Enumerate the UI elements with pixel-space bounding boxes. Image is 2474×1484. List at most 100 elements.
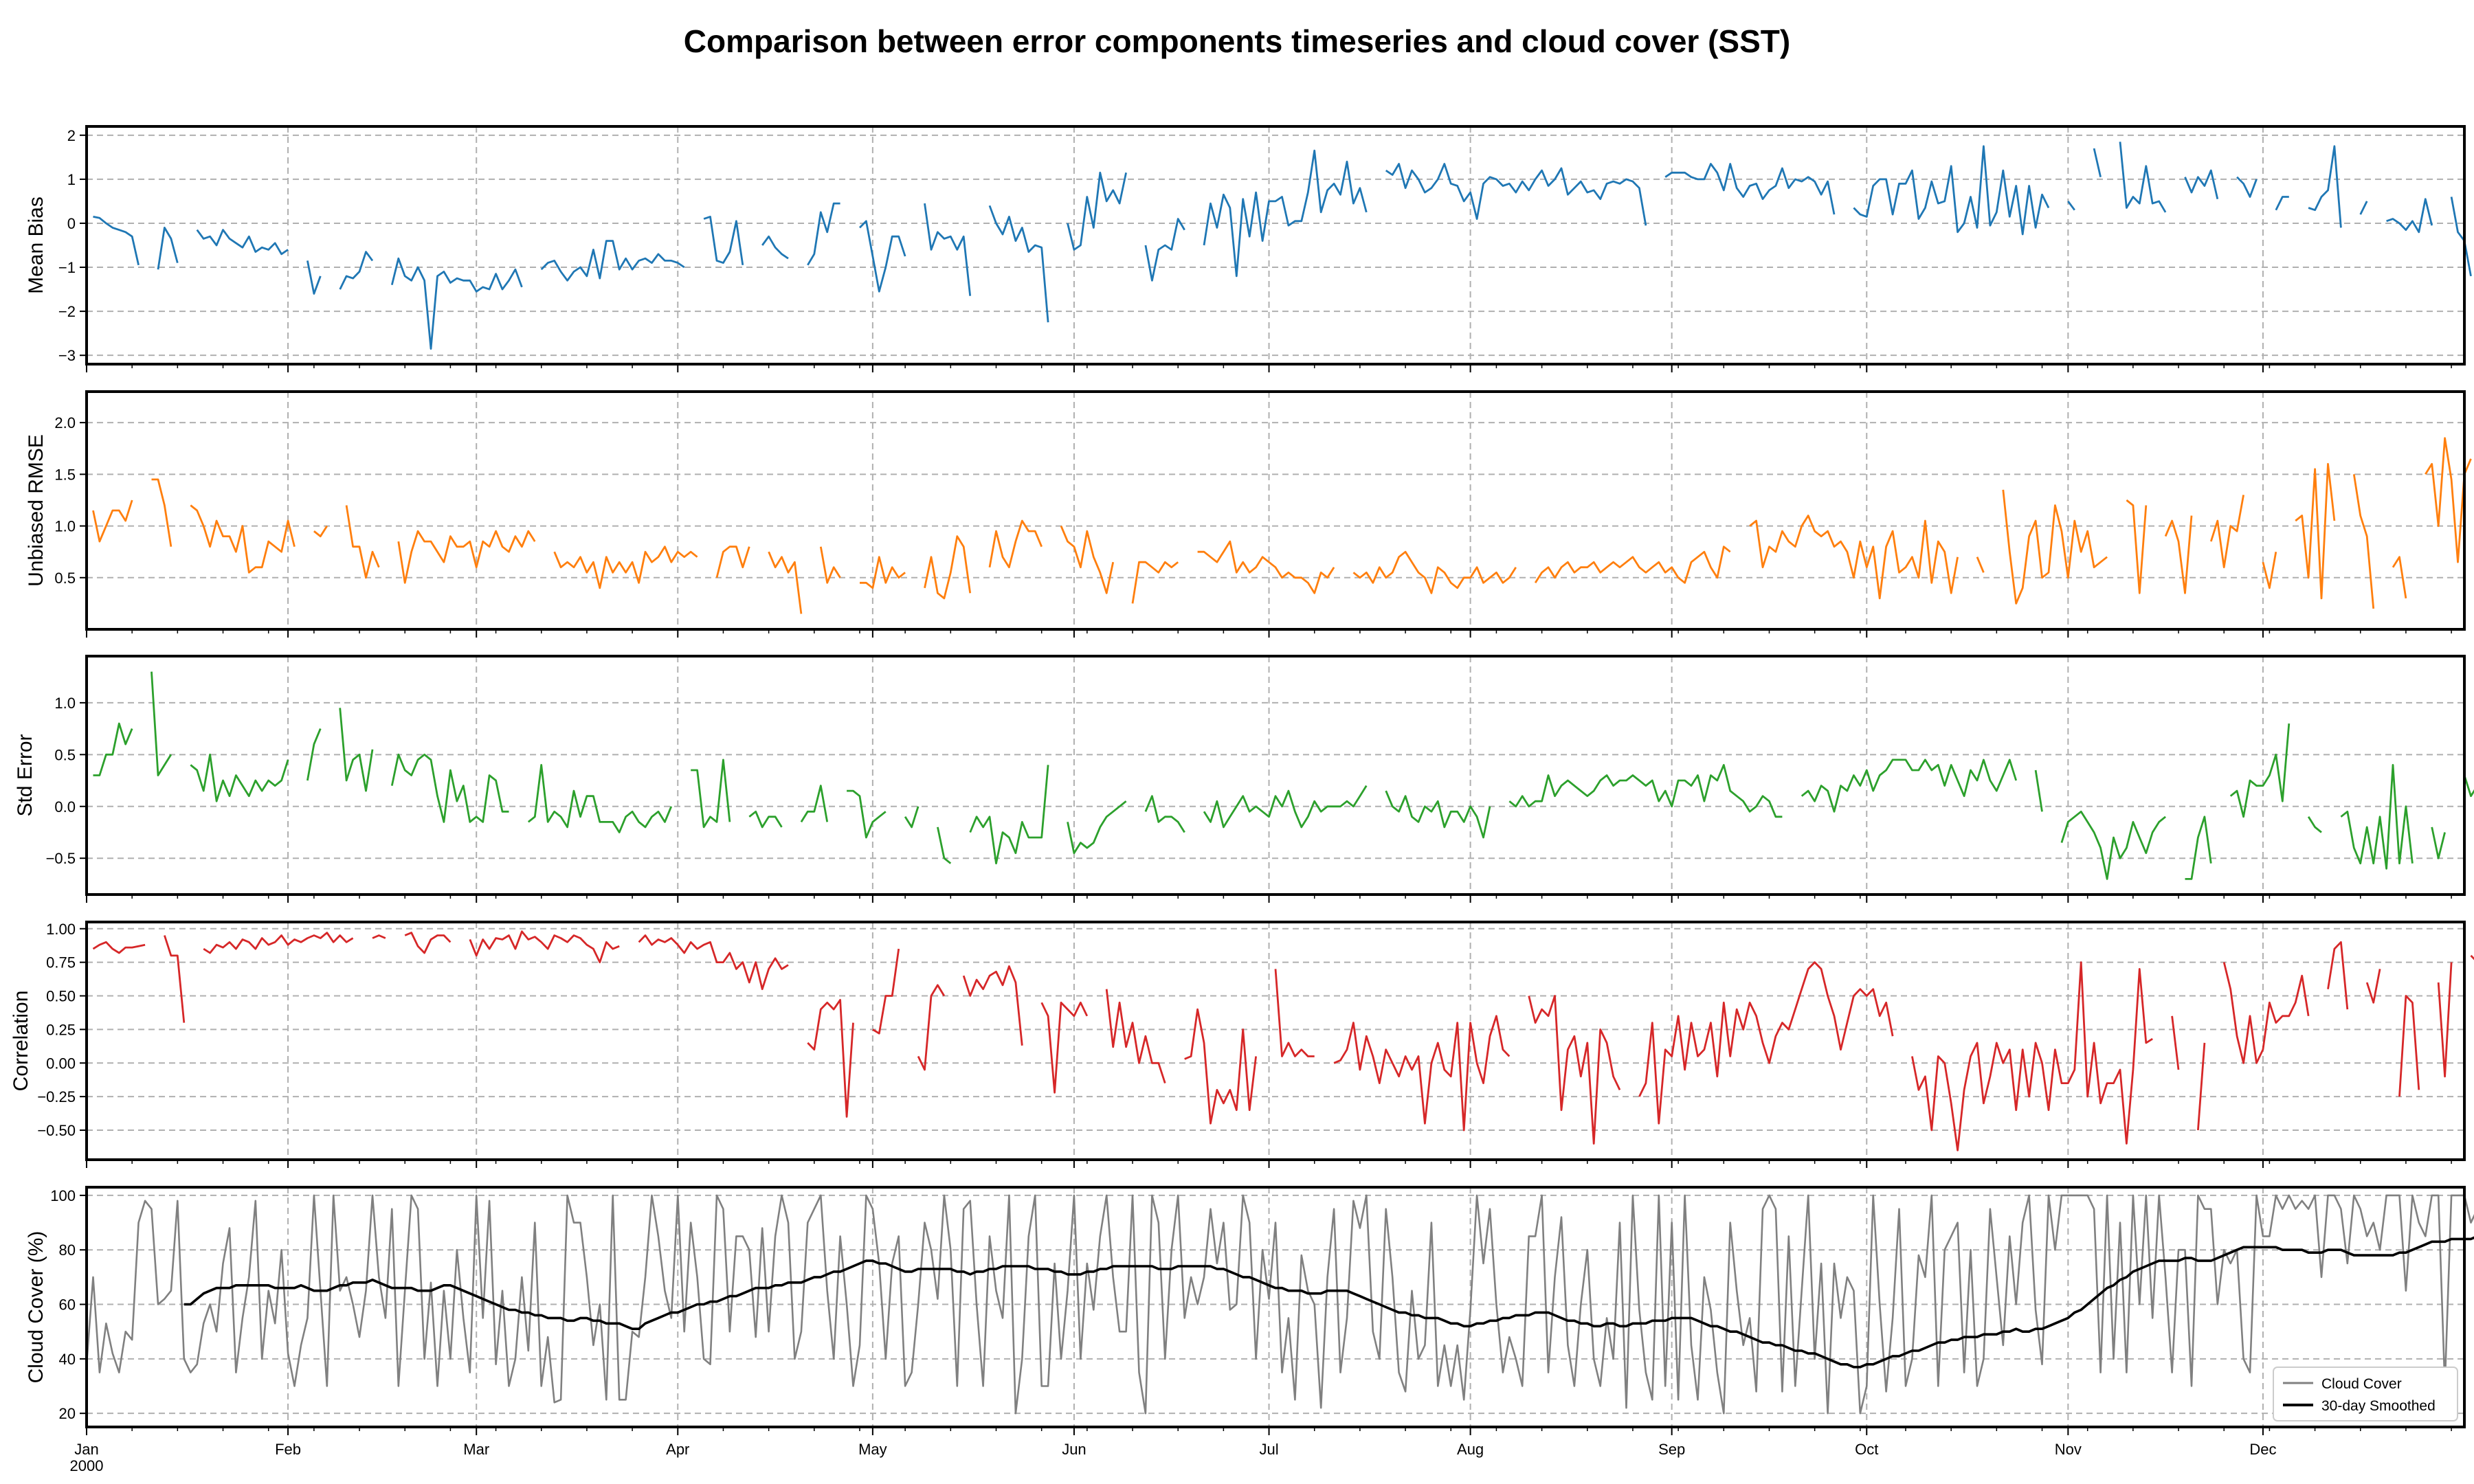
y-tick-label: 1.0: [54, 695, 76, 712]
unbiased-rmse-series-segment: [924, 535, 972, 600]
unbiased-rmse-series-segment: [397, 530, 536, 584]
std-error-series-segment: [1801, 758, 2018, 813]
mean-bias-series-segment: [93, 216, 140, 266]
unbiased-rmse-series-segment: [1197, 540, 1335, 594]
x-tick-label: Feb: [275, 1441, 301, 1458]
y-tick-label: 1.0: [54, 518, 76, 535]
mean-bias-series-segment: [1385, 163, 1647, 226]
mean-bias-series-segment: [924, 203, 972, 296]
unbiased-rmse-series-segment: [819, 546, 841, 584]
legend-label-cloud-cover: Cloud Cover: [2321, 1376, 2402, 1392]
correlation-series-segment: [2398, 995, 2420, 1097]
x-tick-label: Sep: [1658, 1441, 1685, 1458]
correlation-series-segment: [872, 948, 900, 1035]
y-tick-label: 0.75: [46, 954, 76, 971]
std-error-panel: −0.5 0.0 0.5 1.0 Std Error: [14, 655, 2474, 903]
unbiased-rmse-series-segment: [2002, 489, 2108, 605]
y-tick-label: 1: [67, 171, 76, 188]
mean-bias-series-segment: [761, 235, 789, 260]
unbiased-rmse-series-segment: [2352, 474, 2375, 609]
unbiased-rmse-series-segment: [1131, 561, 1179, 604]
std-error-series-segment: [527, 764, 673, 833]
y-tick-label: 2.0: [54, 414, 76, 431]
correlation-series-segment: [164, 935, 186, 1023]
correlation-series-segment: [1274, 969, 1315, 1057]
correlation-series-segment: [404, 932, 452, 954]
correlation-series-segment: [1105, 989, 1166, 1084]
std-error-series-segment: [1067, 800, 1127, 855]
x-tick-label: Mar: [463, 1441, 489, 1458]
y-tick-label: 0.5: [54, 746, 76, 763]
mean-bias-series-segment: [2386, 198, 2433, 234]
unbiased-rmse-series-segment: [768, 551, 803, 614]
correlation-series-segment: [1638, 961, 1894, 1125]
correlation-series-segment: [2222, 962, 2310, 1064]
correlation-series-segment: [469, 930, 620, 963]
cloud-cover-panel: 20 40 60 80 100 Cloud Cover (%) Cloud Cover 30-…: [25, 1186, 2474, 1474]
unbiased-rmse-series-segment: [190, 504, 296, 574]
mean-bias-series-segment: [2308, 145, 2342, 228]
std-error-series-segment: [390, 753, 509, 823]
y-tick-label: −2: [58, 303, 76, 320]
mean-bias-series-segment: [988, 205, 1049, 323]
unbiased-rmse-series-segment: [860, 556, 906, 589]
std-error-series-segment: [2340, 764, 2414, 870]
y-tick-label: 0: [67, 215, 76, 232]
mean-bias-series-segment: [858, 220, 906, 293]
unbiased-rmse-series-segment: [2295, 462, 2336, 600]
mean-bias-series-segment: [2119, 142, 2167, 213]
unbiased-rmse-series-segment: [92, 499, 133, 543]
correlation-series-segment: [92, 941, 146, 954]
std-error-series-segment: [1508, 764, 1783, 818]
x-tick-label: Nov: [2055, 1441, 2082, 1458]
unbiased-rmse-series-segment: [151, 478, 172, 547]
std-error-series-segment: [969, 765, 1049, 865]
unbiased-rmse-series-segment: [2126, 499, 2148, 594]
x-tick-label: Oct: [1855, 1441, 1878, 1458]
x-tick-label: Dec: [2249, 1441, 2276, 1458]
mean-bias-series-segment: [2093, 148, 2102, 178]
unbiased-rmse-series-segment: [2209, 495, 2244, 569]
legend-label-smoothed: 30-day Smoothed: [2321, 1398, 2436, 1414]
correlation-series-segment: [917, 984, 946, 1071]
correlation-series-segment: [203, 932, 354, 954]
x-tick-label: Aug: [1457, 1441, 1484, 1458]
mean-bias-series-segment: [157, 226, 179, 270]
y-tick-label: 40: [59, 1351, 76, 1368]
mean-bias-series-segment: [390, 257, 523, 350]
y-tick-label: −1: [58, 259, 76, 276]
correlation-series-segment: [1911, 961, 2153, 1151]
unbiased-rmse-series-segment: [1060, 526, 1115, 594]
unbiased-rmse-series-segment: [345, 505, 380, 579]
y-tick-label: 0.50: [46, 988, 76, 1005]
mean-bias-series-segment: [2236, 176, 2258, 198]
correlation-series-segment: [2197, 1042, 2206, 1131]
unbiased-rmse-series-segment: [1352, 550, 1517, 594]
correlation-series-segment: [1528, 995, 1621, 1145]
std-error-series-segment: [2431, 827, 2446, 859]
legend-box: [2273, 1367, 2458, 1421]
mean-bias-y-axis-label: Mean Bias: [25, 196, 47, 294]
mean-bias-series-segment: [2184, 169, 2219, 200]
y-tick-label: 2: [67, 127, 76, 144]
correlation-series-segment: [372, 934, 386, 939]
std-error-series-segment: [2307, 816, 2322, 833]
cloud-cover-axes-frame: [85, 1186, 2466, 1428]
mean-bias-series-segment: [807, 202, 840, 266]
std-error-series-segment: [2060, 810, 2166, 880]
mean-bias-series-segment: [1203, 149, 1368, 278]
mean-bias-panel: −3 −2 −1 0 1 2 Mean Bias: [25, 125, 2472, 372]
y-tick-label: 20: [59, 1405, 76, 1422]
unbiased-rmse-axes-frame: [85, 390, 2466, 631]
correlation-series-segment: [807, 999, 854, 1118]
unbiased-rmse-series-segment: [2262, 551, 2277, 589]
std-error-series-segment: [1385, 790, 1491, 839]
mean-bias-series-segment: [339, 251, 374, 290]
unbiased-rmse-series-segment: [1534, 546, 1731, 584]
y-tick-label: −0.5: [46, 850, 76, 867]
std-error-series-segment: [937, 827, 952, 864]
unbiased-rmse-series-segment: [988, 519, 1043, 569]
unbiased-rmse-series-segment: [313, 525, 328, 537]
y-tick-label: 0.0: [54, 798, 76, 816]
